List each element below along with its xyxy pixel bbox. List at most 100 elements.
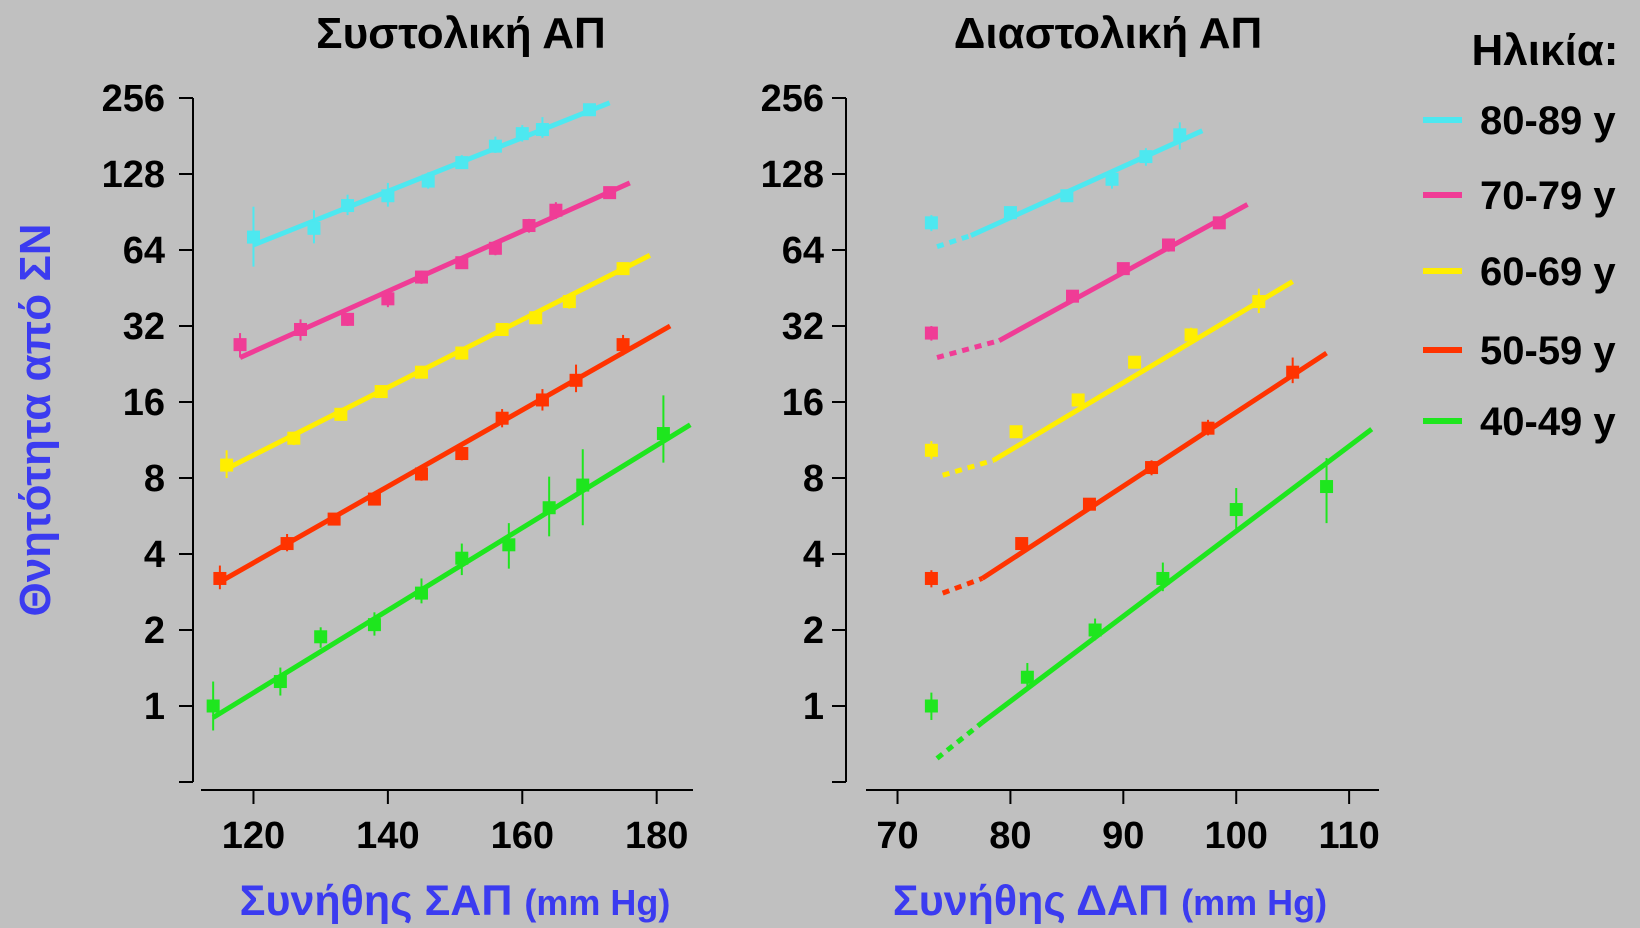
legend-label: 50-59 y xyxy=(1480,329,1616,373)
series-40-49-y xyxy=(924,427,1374,761)
data-point xyxy=(334,407,348,421)
data-point xyxy=(502,538,516,552)
x-tick-label: 110 xyxy=(1318,815,1379,857)
x-tick-label: 120 xyxy=(222,815,285,857)
data-point xyxy=(273,675,287,689)
diastolic-panel: Διαστολική ΑΠ 1 2 4 8 16 32 64 128 256 70 80 90 100 11… xyxy=(761,9,1380,925)
data-point xyxy=(1071,393,1085,407)
legend-item-50-59: 50-59 y xyxy=(1423,329,1616,373)
y-tick-label: 8 xyxy=(144,458,165,500)
x-axis-title: Συνήθης ΣΑΠ (mm Hg) xyxy=(240,877,671,925)
y-tick-label: 2 xyxy=(803,610,824,652)
data-point xyxy=(213,571,227,585)
fit-line-dashed xyxy=(936,338,1000,360)
data-point xyxy=(294,322,308,336)
fit-line xyxy=(211,422,692,720)
y-tick-label: 1 xyxy=(144,686,165,728)
fit-line-dashed xyxy=(941,576,984,596)
data-point xyxy=(1320,480,1334,494)
panel-title: Συστολική ΑΠ xyxy=(316,9,606,58)
series-70-79-y xyxy=(233,180,631,360)
x-tick-label: 180 xyxy=(625,815,688,857)
data-point xyxy=(1145,461,1159,475)
series-60-69-y xyxy=(924,279,1294,478)
x-axis-title-main: Συνήθης ΣΑΠ xyxy=(240,877,525,925)
data-point xyxy=(569,373,583,387)
data-point xyxy=(1229,503,1243,517)
fit-line-dashed xyxy=(941,457,995,478)
legend-title: Ηλικία: xyxy=(1472,26,1619,75)
y-tick-label: 4 xyxy=(144,534,165,576)
data-point xyxy=(367,618,381,632)
series-80-89-y xyxy=(924,122,1204,250)
data-point xyxy=(924,443,938,457)
y-tick-label: 2 xyxy=(144,610,165,652)
data-point xyxy=(1252,295,1266,309)
data-point xyxy=(542,501,556,515)
data-point xyxy=(287,431,301,445)
x-axis-title-unit: (mm Hg) xyxy=(1181,882,1327,923)
data-point xyxy=(367,492,381,506)
data-point xyxy=(414,365,428,379)
data-point xyxy=(206,699,220,713)
fit-line-dashed xyxy=(935,720,984,761)
series-50-59-y xyxy=(213,323,672,590)
data-point xyxy=(307,221,321,235)
data-point xyxy=(488,241,502,255)
data-point xyxy=(1060,189,1074,203)
data-point xyxy=(327,512,341,526)
y-tick-label: 16 xyxy=(782,382,824,424)
data-point xyxy=(455,346,469,360)
data-point xyxy=(1161,238,1175,252)
y-tick-label: 256 xyxy=(761,78,824,120)
data-point xyxy=(495,322,509,336)
x-tick-label: 90 xyxy=(1102,815,1144,857)
data-point xyxy=(1003,206,1017,220)
y-tick-label: 8 xyxy=(803,458,824,500)
data-point xyxy=(488,139,502,153)
data-point xyxy=(455,447,469,461)
data-point xyxy=(924,571,938,585)
series-50-59-y xyxy=(924,350,1328,596)
fit-line-dashed xyxy=(936,233,972,250)
data-point xyxy=(1212,216,1226,230)
data-point xyxy=(246,230,260,244)
x-axis-title-main: Συνήθης ΔΑΠ xyxy=(893,877,1181,925)
data-point xyxy=(220,458,234,472)
data-point xyxy=(455,256,469,270)
legend-label: 40-49 y xyxy=(1480,400,1616,444)
y-tick-label: 16 xyxy=(123,382,165,424)
data-point xyxy=(1201,421,1215,435)
data-point xyxy=(1173,128,1187,142)
data-point xyxy=(1116,262,1130,276)
x-tick-label: 70 xyxy=(876,815,918,857)
panel-title: Διαστολική ΑΠ xyxy=(954,9,1263,58)
x-axis-title-unit: (mm Hg) xyxy=(524,882,670,923)
y-tick-label: 4 xyxy=(803,534,824,576)
legend: Ηλικία: 80-89 y 70-79 y 60-69 y 50-59 y … xyxy=(1423,26,1618,444)
legend-item-80-89: 80-89 y xyxy=(1423,99,1616,143)
y-tick-label: 32 xyxy=(782,306,824,348)
y-tick-label: 128 xyxy=(102,154,165,196)
legend-item-40-49: 40-49 y xyxy=(1423,400,1616,444)
data-point xyxy=(576,478,590,492)
series-70-79-y xyxy=(924,202,1249,360)
data-point xyxy=(535,123,549,137)
fit-line xyxy=(218,323,672,585)
data-point xyxy=(374,385,388,399)
fit-line xyxy=(969,128,1204,238)
data-point xyxy=(515,127,529,141)
data-point xyxy=(616,338,630,352)
data-point xyxy=(603,186,617,200)
legend-label: 60-69 y xyxy=(1480,250,1616,294)
data-point xyxy=(1066,289,1080,303)
y-tick-label: 1 xyxy=(803,686,824,728)
legend-label: 80-89 y xyxy=(1480,99,1616,143)
data-point xyxy=(381,189,395,203)
legend-item-70-79: 70-79 y xyxy=(1423,174,1616,218)
data-point xyxy=(341,312,355,326)
series-80-89-y xyxy=(246,100,611,267)
data-point xyxy=(1020,670,1034,684)
y-tick-label: 64 xyxy=(782,230,824,272)
